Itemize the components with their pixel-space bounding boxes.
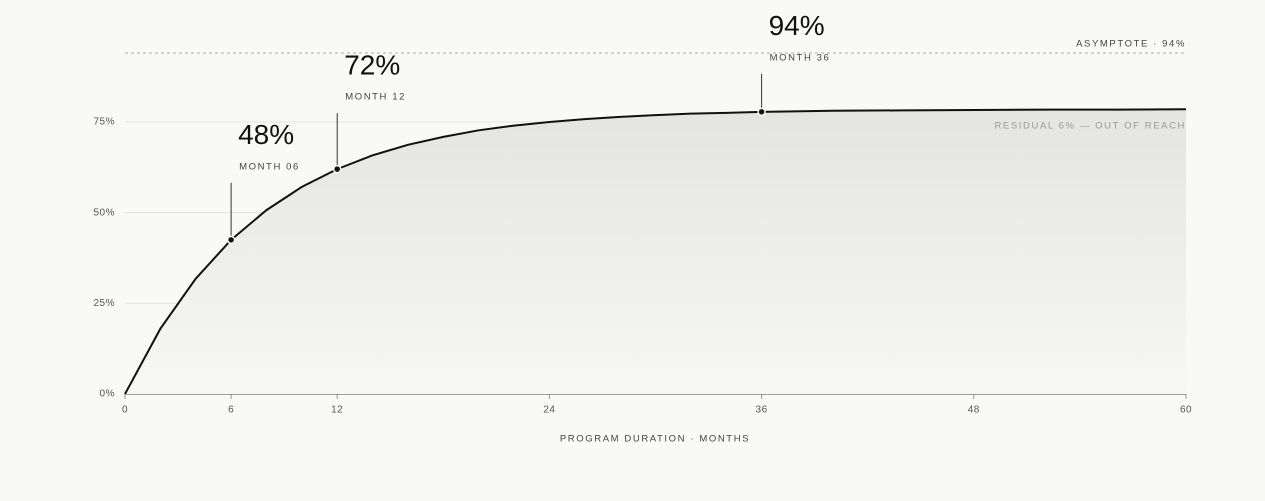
area: [125, 109, 1186, 394]
annotation-label: 72%: [344, 50, 400, 81]
annotation-label: 94%: [769, 10, 825, 41]
line: [124, 108, 1187, 395]
x-tick-label: 6: [228, 405, 234, 416]
annotation-sublabel: MONTH 36: [770, 52, 831, 63]
annotation-point: [757, 107, 766, 117]
x-tick-label: 48: [968, 405, 980, 416]
x-tick-label: 36: [756, 405, 768, 416]
residual-note: RESIDUAL 6% — OUT OF REACH: [994, 121, 1186, 132]
asymptote-label: ASYMPTOTE · 94%: [1076, 39, 1186, 50]
x-tick-label: 12: [331, 405, 343, 416]
x-tick-label: 60: [1180, 405, 1192, 416]
x-axis-label: PROGRAM DURATION · MONTHS: [560, 434, 750, 445]
annotation-point: [332, 164, 342, 174]
annotation-sublabel: MONTH 06: [239, 161, 300, 172]
annotation-point: [226, 235, 236, 245]
annotation-sublabel: MONTH 12: [345, 92, 406, 103]
y-tick-label: 25%: [93, 298, 115, 309]
x-tick-label: 0: [122, 405, 128, 416]
x-tick-label: 24: [543, 405, 555, 416]
y-tick-label: 50%: [93, 207, 115, 218]
y-tick-label: 75%: [93, 117, 115, 128]
annotation-label: 48%: [238, 119, 294, 150]
y-tick-label: 0%: [100, 389, 115, 400]
